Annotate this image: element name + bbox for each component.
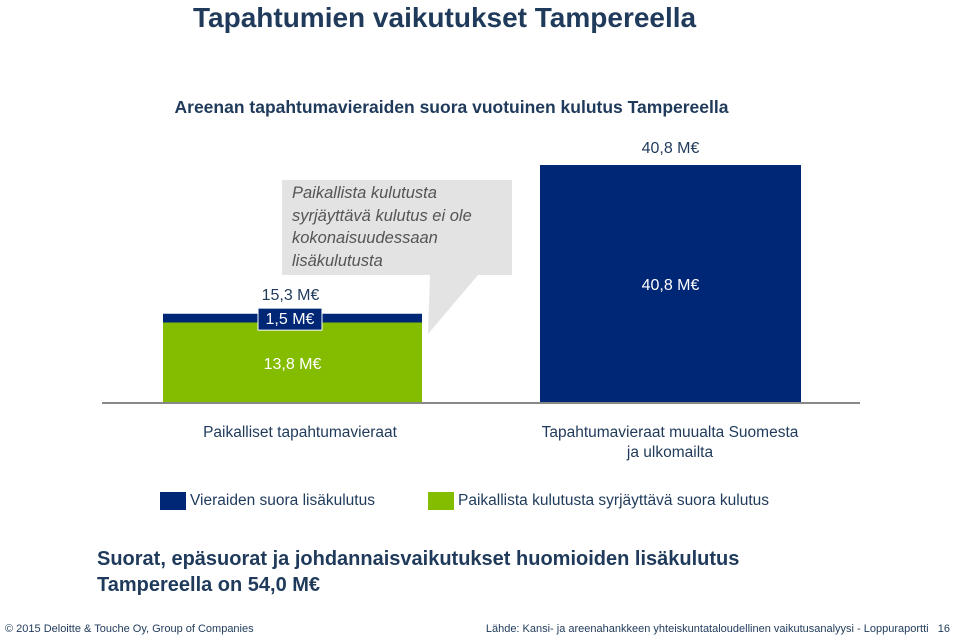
data-label-visitors-additional: 40,8 M€ xyxy=(642,277,700,294)
data-label-box-local-additional xyxy=(257,307,323,331)
callout-text: Paikallista kulutusta syrjäyttävä kulutu… xyxy=(292,184,472,270)
callout-box xyxy=(282,180,512,275)
summary-line-1: Suorat, epäsuorat ja johdannaisvaikutuks… xyxy=(97,548,740,570)
footer-copyright: © 2015 Deloitte & Touche Oy, Group of Co… xyxy=(5,623,254,635)
bar-segment-1-1 xyxy=(540,165,801,403)
callout-pointer xyxy=(428,275,478,334)
data-label-local-displacing: 13,8 M€ xyxy=(264,356,322,373)
category-label-visitors: Tapahtumavieraat muualta Suomesta ja ulko… xyxy=(541,424,799,461)
legend-label-additional: Vieraiden suora lisäkulutus xyxy=(190,492,375,509)
legend-swatch-additional xyxy=(160,492,186,510)
footer-source: Lähde: Kansi- ja areenahankkeen yhteisku… xyxy=(486,623,950,635)
footer-page-number: 16 xyxy=(937,623,950,635)
page-title: Tapahtumien vaikutukset Tampereella xyxy=(193,2,697,33)
summary-line-2: Tampereella on 54,0 M€ xyxy=(97,574,321,596)
category-label-local: Paikalliset tapahtumavieraat xyxy=(203,424,397,441)
data-label-local-additional: 1,5 M€ xyxy=(266,311,315,328)
summary-text: Suorat, epäsuorat ja johdannaisvaikutuks… xyxy=(97,546,739,598)
bar-segment-0-0 xyxy=(163,322,422,403)
footer-source-text: Lähde: Kansi- ja areenahankkeen yhteisku… xyxy=(485,623,929,635)
chart-title: Areenan tapahtumavieraiden suora vuotuin… xyxy=(174,97,729,117)
total-label-local: 15,3 M€ xyxy=(262,287,320,304)
legend-swatch-displacing xyxy=(428,492,454,510)
total-label-visitors: 40,8 M€ xyxy=(642,140,700,157)
legend-label-displacing: Paikallista kulutusta syrjäyttävä suora … xyxy=(458,492,770,509)
